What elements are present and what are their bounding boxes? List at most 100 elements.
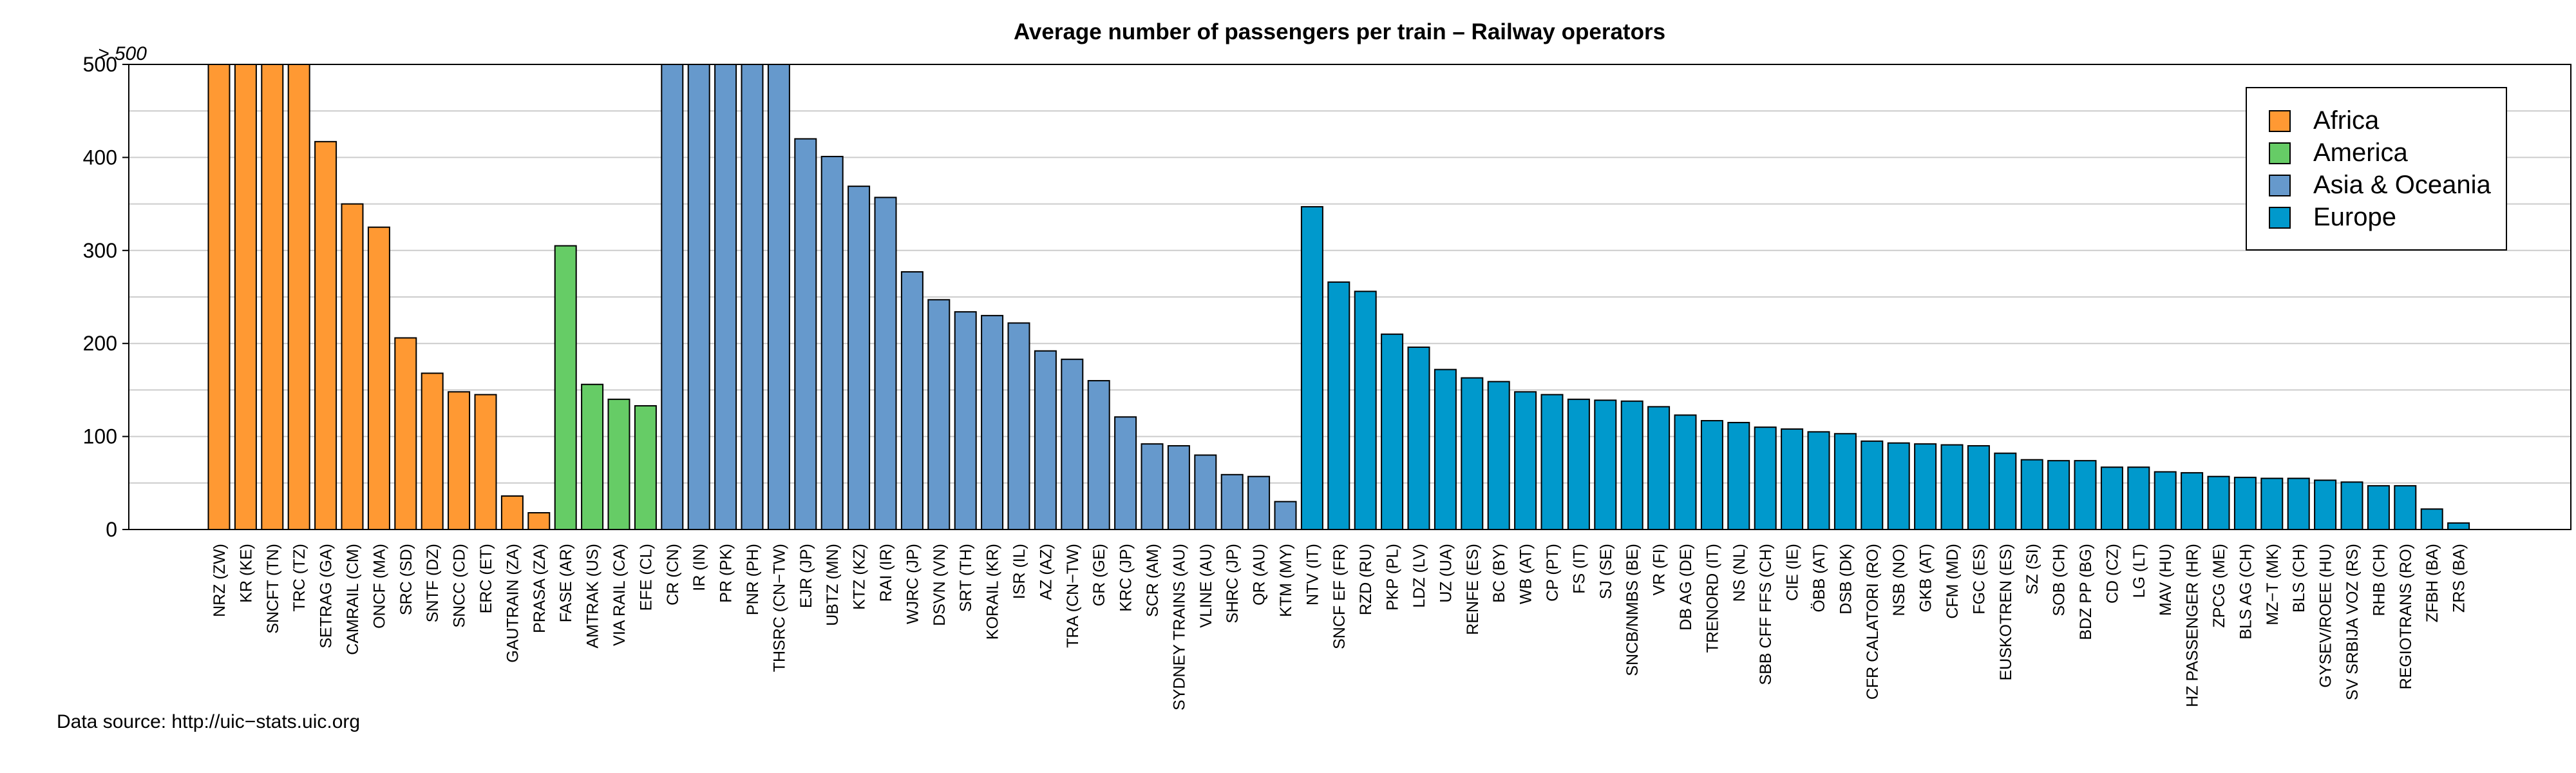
x-tick-label: SHRC (JP) <box>1224 544 1242 624</box>
x-tick-label: CIE (IE) <box>1784 544 1802 601</box>
x-tick-label: NTV (IT) <box>1303 544 1321 606</box>
x-tick-label: IR (IN) <box>690 544 708 591</box>
x-tick-label: NS (NL) <box>1730 544 1748 602</box>
bar <box>1620 400 1643 531</box>
x-tick-label: ERC (ET) <box>477 544 495 613</box>
x-tick-label: DB AG (DE) <box>1677 544 1695 631</box>
bar <box>500 495 524 530</box>
x-axis-labels: NRZ (ZW) KR (KE) SNCFT (TN) TRC (TZ) SETRAG … <box>211 544 2468 711</box>
bar <box>1861 440 1884 530</box>
x-tick-label: PRASA (ZA) <box>531 544 549 633</box>
legend-label: Africa <box>2313 106 2380 135</box>
bar <box>1754 426 1777 530</box>
x-tick-label: REGIOTRANS (RO) <box>2397 544 2415 689</box>
x-tick-label: BC (BY) <box>1490 544 1508 603</box>
bar <box>341 203 364 530</box>
bar <box>448 391 471 531</box>
bar <box>1487 381 1510 530</box>
x-tick-label: ONCF (MA) <box>370 544 388 629</box>
y-tick-label: 200 <box>83 332 117 355</box>
bar <box>1247 475 1271 531</box>
x-tick-label: EUSKOTREN (ES) <box>1997 544 2015 681</box>
bar <box>687 64 710 530</box>
bar <box>2260 477 2284 531</box>
x-tick-label: FASE (AR) <box>557 544 575 622</box>
bar <box>848 186 871 530</box>
bar <box>421 372 444 531</box>
legend-label: America <box>2313 138 2408 167</box>
bar <box>1087 379 1110 531</box>
x-tick-label: GYSEV/ROEE (HU) <box>2317 544 2335 688</box>
bar <box>1381 333 1404 530</box>
bar <box>2047 460 2070 530</box>
bar <box>741 64 764 530</box>
bar <box>2447 522 2470 531</box>
x-tick-label: NRZ (ZW) <box>211 544 229 617</box>
legend-swatch <box>2269 110 2291 132</box>
x-tick-label: WJRC (JP) <box>904 544 922 624</box>
bar <box>1354 291 1377 530</box>
x-tick-label: SNCC (CD) <box>451 544 469 628</box>
x-tick-label: GR (GE) <box>1090 544 1108 606</box>
x-tick-label: GKB (AT) <box>1917 544 1935 612</box>
bar <box>1407 346 1430 530</box>
y-cap-label: > 500 <box>98 43 147 64</box>
bar <box>927 299 951 530</box>
x-tick-label: THSRC (CN−TW) <box>770 544 788 672</box>
x-tick-label: EJR (JP) <box>797 544 815 608</box>
x-tick-label: VLINE (AU) <box>1197 544 1215 628</box>
x-tick-label: AMTRAK (US) <box>584 544 602 649</box>
bar <box>474 394 497 530</box>
x-tick-label: PR (PK) <box>717 544 735 603</box>
x-tick-label: SCR (AM) <box>1144 544 1162 617</box>
bar <box>1807 431 1830 530</box>
x-tick-label: WB (AT) <box>1517 544 1535 604</box>
bar <box>820 155 844 530</box>
plot-frame <box>128 64 2571 530</box>
x-tick-label: KORAIL (KR) <box>984 544 1002 640</box>
x-tick-label: SRC (SD) <box>397 544 415 615</box>
bar <box>1887 442 1910 531</box>
bar <box>1167 445 1190 530</box>
x-tick-label: CFR CALATORI (RO) <box>1864 544 1882 700</box>
bar <box>1540 394 1564 530</box>
bar <box>2420 508 2443 530</box>
x-tick-label: AZ (AZ) <box>1037 544 1055 600</box>
bar <box>2314 479 2337 531</box>
bar <box>234 64 257 530</box>
bar <box>261 64 284 530</box>
bar <box>554 245 577 530</box>
x-tick-label: MAV (HU) <box>2157 544 2175 616</box>
x-tick-label: SZ (SI) <box>2023 544 2041 595</box>
bar <box>1274 501 1297 530</box>
bar <box>2233 477 2257 530</box>
bar <box>1514 391 1537 531</box>
bar <box>1940 444 1964 531</box>
legend-swatch <box>2269 207 2291 229</box>
x-tick-label: SBB CFF FFS (CH) <box>1757 544 1775 685</box>
x-tick-label: ISR (IL) <box>1010 544 1028 599</box>
x-tick-label: VIA RAIL (CA) <box>611 544 629 646</box>
data-source-note: Data source: http://uic−stats.uic.org <box>57 711 361 732</box>
bar <box>661 64 684 530</box>
bar <box>2020 459 2043 531</box>
x-tick-label: TRC (TZ) <box>290 544 308 612</box>
x-tick-label: PNR (PH) <box>744 544 762 615</box>
bar <box>1594 399 1617 530</box>
x-tick-label: CAMRAIL (CM) <box>344 544 362 655</box>
bar <box>1114 416 1137 530</box>
x-tick-label: TRENORD (IT) <box>1703 544 1721 653</box>
bar <box>1061 358 1084 530</box>
bar <box>1461 377 1484 530</box>
bars <box>207 64 2470 531</box>
x-tick-label: RZD (RU) <box>1357 544 1375 615</box>
y-tick-label: 400 <box>83 146 117 169</box>
x-tick-label: SRT (TH) <box>957 544 975 612</box>
x-tick-label: KTM (MY) <box>1277 544 1295 617</box>
x-tick-label: EFE (CL) <box>637 544 655 611</box>
x-tick-label: CFM (MD) <box>1944 544 1962 619</box>
chart-title: Average number of passengers per train –… <box>1014 19 1665 44</box>
bar <box>2287 477 2310 531</box>
x-tick-label: SYDNEY TRAINS (AU) <box>1170 544 1188 711</box>
